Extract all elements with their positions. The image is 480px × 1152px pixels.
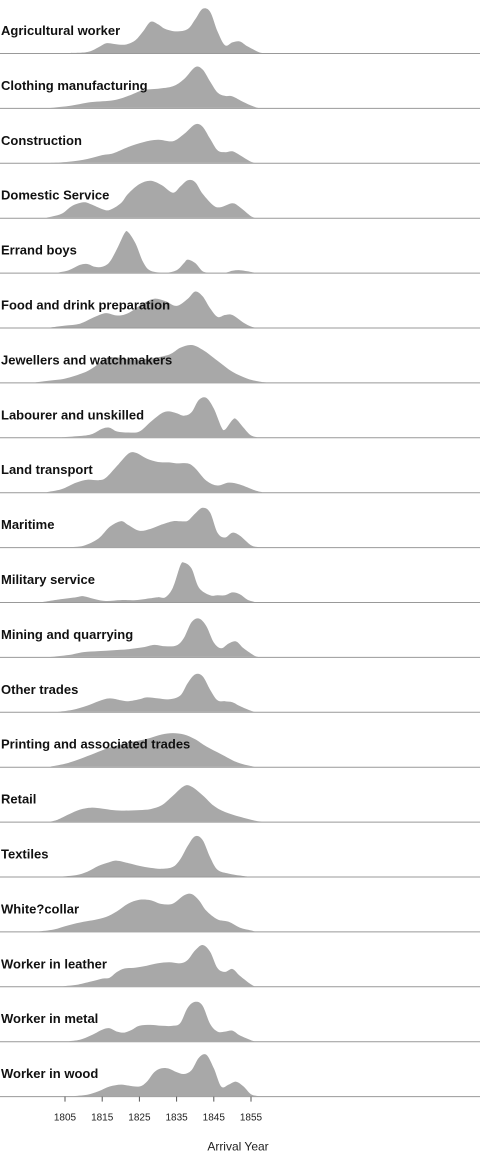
row-label: Textiles: [1, 847, 48, 862]
ridge-row: Other trades: [0, 673, 480, 713]
ridge-row: White?collar: [0, 893, 480, 933]
row-label: Military service: [1, 572, 95, 587]
density-area: [57, 673, 255, 712]
row-label: Errand boys: [1, 243, 77, 258]
density-area: [50, 123, 255, 163]
ridge-row: Domestic Service: [0, 179, 480, 219]
ridge-row: Worker in leather: [0, 944, 480, 988]
row-label: Labourer and unskilled: [1, 407, 144, 422]
x-tick-label: 1825: [128, 1113, 151, 1124]
x-tick-label: 1805: [54, 1113, 77, 1124]
density-area: [42, 562, 255, 602]
row-label: Maritime: [1, 517, 54, 532]
row-label: Other trades: [1, 682, 78, 697]
row-label: Clothing manufacturing: [1, 78, 148, 93]
density-area: [57, 231, 255, 273]
ridge-row: Clothing manufacturing: [0, 66, 480, 109]
x-tick-label: 1815: [91, 1113, 114, 1124]
density-area: [50, 66, 259, 108]
density-area: [72, 1054, 259, 1097]
x-tick-label: 1855: [240, 1113, 263, 1124]
x-axis: 1805 1815 1825 1835 1845 1855: [54, 1096, 263, 1124]
ridge-row: Textiles: [0, 835, 480, 878]
density-area: [50, 291, 255, 328]
x-tick-label: 1845: [203, 1113, 226, 1124]
row-label: White?collar: [1, 901, 79, 916]
density-area: [61, 397, 259, 438]
ridge-row: Land transport: [0, 452, 480, 494]
row-label: Worker in wood: [1, 1066, 98, 1081]
density-area: [35, 344, 266, 383]
ridge-row: Maritime: [0, 507, 480, 549]
row-label: Agricultural worker: [1, 23, 120, 38]
ridge-row: Food and drink preparation: [0, 291, 480, 329]
density-area: [46, 179, 255, 218]
density-area: [68, 8, 263, 53]
row-label: Land transport: [1, 462, 93, 477]
density-area: [39, 893, 255, 932]
ridge-row: Worker in wood: [0, 1054, 480, 1098]
row-label: Printing and associated trades: [1, 737, 190, 752]
ridge-row: Printing and associated trades: [0, 733, 480, 768]
ridge-row: Mining and quarrying: [0, 618, 480, 658]
density-area: [46, 452, 263, 493]
row-label: Worker in leather: [1, 956, 107, 971]
row-label: Jewellers and watchmakers: [1, 352, 172, 367]
ridge-row: Military service: [0, 562, 480, 603]
x-axis-title: Arrival Year: [207, 1140, 268, 1152]
row-label: Domestic Service: [1, 188, 109, 203]
row-label: Mining and quarrying: [1, 627, 133, 642]
density-area: [61, 835, 248, 877]
density-area: [68, 507, 259, 548]
ridge-row: Construction: [0, 123, 480, 164]
x-tick-label: 1835: [165, 1113, 188, 1124]
ridgeline-rows: Agricultural worker Clothing manufacturin…: [0, 8, 480, 1098]
ridge-row: Labourer and unskilled: [0, 397, 480, 439]
ridge-row: Retail: [0, 785, 480, 823]
density-area: [50, 733, 255, 767]
density-area: [50, 618, 259, 657]
ridge-row: Jewellers and watchmakers: [0, 344, 480, 384]
row-label: Food and drink preparation: [1, 298, 170, 313]
ridge-row: Agricultural worker: [0, 8, 480, 54]
density-area: [61, 944, 255, 987]
row-label: Construction: [1, 133, 82, 148]
density-area: [68, 1001, 255, 1042]
row-label: Worker in metal: [1, 1011, 98, 1026]
row-label: Retail: [1, 792, 36, 807]
ridge-row: Errand boys: [0, 231, 480, 274]
density-area: [50, 785, 263, 822]
ridge-row: Worker in metal: [0, 1001, 480, 1043]
